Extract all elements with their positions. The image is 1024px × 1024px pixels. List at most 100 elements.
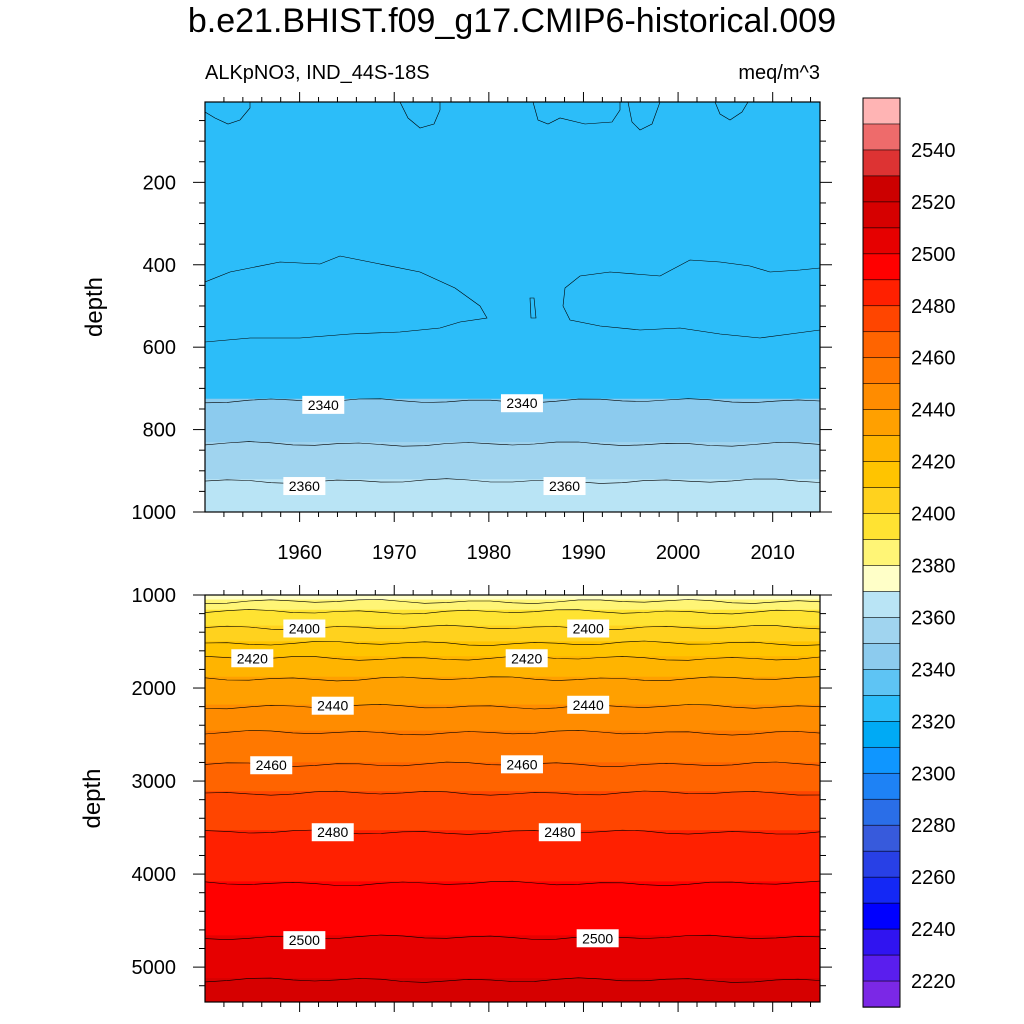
y-tick-label: 400 bbox=[143, 255, 176, 277]
colorbar-box bbox=[862, 772, 901, 800]
y-tick-label: 4000 bbox=[132, 864, 177, 886]
contour-region-2320 bbox=[627, 102, 661, 131]
x-tick-label: 1970 bbox=[372, 542, 417, 564]
contour-label: 2500 bbox=[289, 932, 320, 948]
colorbar-box bbox=[862, 513, 901, 541]
contour-band bbox=[205, 625, 820, 646]
contour-region-2320 bbox=[205, 102, 251, 125]
plot-frame bbox=[204, 101, 821, 513]
y-tick-label: 3000 bbox=[132, 771, 177, 793]
colorbar-box bbox=[862, 331, 901, 359]
colorbar-label: 2340 bbox=[911, 659, 956, 681]
colorbar-label: 2380 bbox=[911, 555, 956, 577]
contour-label-box bbox=[500, 394, 543, 413]
x-tick-label: 2010 bbox=[750, 542, 795, 564]
contour-line bbox=[205, 790, 820, 796]
colorbar-label: 2260 bbox=[911, 867, 956, 889]
colorbar-box bbox=[862, 149, 901, 177]
colorbar-box bbox=[862, 746, 901, 774]
colorbar-box bbox=[862, 824, 901, 852]
colorbar-label: 2220 bbox=[911, 971, 956, 993]
contour-label-box bbox=[500, 755, 543, 774]
x-tick-label: 1960 bbox=[277, 542, 322, 564]
colorbar-box bbox=[862, 227, 901, 255]
colorbar-box bbox=[862, 461, 901, 489]
contour-band bbox=[205, 595, 820, 604]
contour-label-box bbox=[311, 823, 354, 842]
contour-label: 2460 bbox=[506, 756, 537, 772]
colorbar-box bbox=[862, 175, 901, 203]
y-tick-label: 1000 bbox=[132, 585, 177, 607]
colorbar-box bbox=[862, 539, 901, 567]
contour-label-box bbox=[283, 931, 326, 950]
contour-label: 2420 bbox=[237, 650, 268, 666]
contour-label-box bbox=[576, 929, 619, 948]
contour-label: 2460 bbox=[256, 757, 287, 773]
contour-band bbox=[205, 978, 820, 1002]
contour-label-box bbox=[302, 395, 345, 414]
contour-line bbox=[205, 880, 820, 887]
colorbar-box bbox=[862, 201, 901, 229]
colorbar-label: 2540 bbox=[911, 140, 956, 162]
colorbar-box bbox=[862, 617, 901, 645]
colorbar-label: 2400 bbox=[911, 504, 956, 526]
contour-line bbox=[205, 729, 820, 736]
x-tick-label: 1990 bbox=[561, 542, 606, 564]
colorbar-label: 2420 bbox=[911, 452, 956, 474]
contour-line bbox=[205, 441, 820, 447]
contour-region-2320 bbox=[529, 297, 537, 319]
contour-band bbox=[205, 609, 820, 630]
colorbar-frame bbox=[862, 97, 901, 1008]
contour-region-2320 bbox=[532, 102, 621, 125]
contour-label: 2480 bbox=[317, 824, 348, 840]
colorbar-box bbox=[862, 253, 901, 281]
contour-line bbox=[205, 977, 820, 983]
colorbar-box bbox=[862, 97, 901, 125]
variable-region-label: ALKpNO3, IND_44S-18S bbox=[205, 62, 430, 84]
colorbar-label: 2460 bbox=[911, 348, 956, 370]
contour-bands-lower bbox=[205, 595, 820, 1002]
contour-label: 2340 bbox=[308, 397, 339, 413]
contour-label: 2440 bbox=[317, 698, 348, 714]
contour-line bbox=[205, 599, 820, 604]
contour-label: 2400 bbox=[289, 620, 320, 636]
plot-frame bbox=[204, 594, 821, 1003]
y-tick-label: 5000 bbox=[132, 957, 177, 979]
contour-label-box bbox=[543, 477, 586, 496]
colorbar-box bbox=[862, 409, 901, 437]
colorbar-box bbox=[862, 798, 901, 826]
y-axis-label: depth bbox=[79, 768, 106, 828]
colorbar-box bbox=[862, 305, 901, 333]
contour-band bbox=[205, 704, 820, 735]
colorbar-label: 2320 bbox=[911, 711, 956, 733]
colorbar-label: 2480 bbox=[911, 296, 956, 318]
colorbar-box bbox=[862, 123, 901, 151]
y-tick-label: 1000 bbox=[132, 502, 177, 524]
contour-band bbox=[205, 676, 820, 709]
contour-label: 2360 bbox=[549, 478, 580, 494]
contour-label: 2400 bbox=[573, 620, 604, 636]
colorbar-box bbox=[862, 850, 901, 878]
colorbar-box bbox=[862, 383, 901, 411]
colorbar-box bbox=[862, 980, 901, 1008]
colorbar-box bbox=[862, 902, 901, 930]
colorbar-box bbox=[862, 695, 901, 723]
contour-region-2320 bbox=[714, 102, 749, 121]
x-tick-label: 1980 bbox=[467, 542, 512, 564]
x-tick-label: 2000 bbox=[656, 542, 701, 564]
y-tick-label: 600 bbox=[143, 337, 176, 359]
colorbar-box bbox=[862, 279, 901, 307]
colorbar-box bbox=[862, 643, 901, 671]
contour-label: 2420 bbox=[511, 650, 542, 666]
colorbar-box bbox=[862, 565, 901, 593]
contour-label: 2480 bbox=[544, 824, 575, 840]
colorbar-box bbox=[862, 954, 901, 982]
contour-line bbox=[205, 676, 820, 682]
chart-title: b.e21.BHIST.f09_g17.CMIP6-historical.009 bbox=[187, 2, 837, 40]
y-tick-label: 200 bbox=[143, 172, 176, 194]
y-tick-label: 800 bbox=[143, 420, 176, 442]
colorbar-label: 2240 bbox=[911, 919, 956, 941]
contour-label-box bbox=[283, 477, 326, 496]
contour-band bbox=[205, 442, 820, 484]
